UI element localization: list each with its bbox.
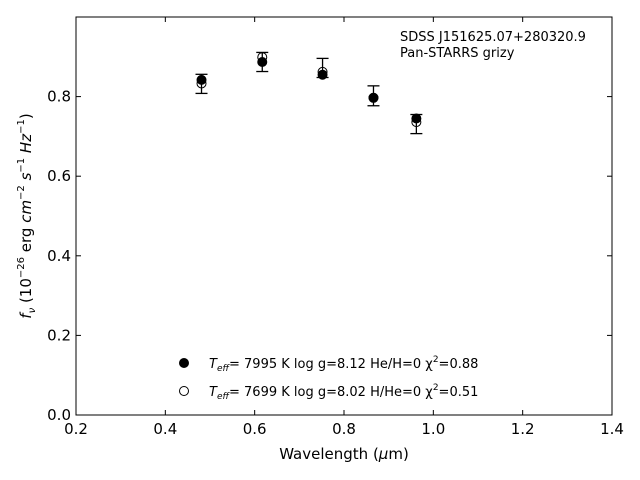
- data-point-filled: [411, 113, 422, 124]
- x-axis-ticks: 0.2 0.4 0.6 0.8 1.0 1.2 1.4: [64, 17, 624, 438]
- x-tick-label: 0.6: [243, 420, 267, 438]
- x-tick-label: 1.0: [421, 420, 445, 438]
- data-point-open: [368, 92, 379, 103]
- x-axis-label: Wavelength (μm): [279, 445, 409, 463]
- y-axis-ticks: 0.0 0.2 0.4 0.6 0.8: [47, 88, 612, 424]
- data-markers: [196, 52, 422, 128]
- annotation-line-1: SDSS J151625.07+280320.9: [400, 30, 586, 45]
- legend-entry-2: Teff= 7699 K log g=8.02 H/He=0 χ2=0.51: [209, 383, 478, 402]
- x-tick-label: 1.2: [511, 420, 535, 438]
- data-point-filled: [317, 69, 328, 80]
- legend-marker-filled: [179, 358, 189, 368]
- y-tick-label: 0.0: [47, 406, 71, 424]
- data-point-filled: [196, 74, 207, 85]
- x-tick-label: 0.2: [64, 420, 88, 438]
- error-bars: [195, 51, 423, 135]
- plot-frame: [75, 16, 613, 416]
- data-point-open: [257, 52, 268, 63]
- annotation-line-2: Pan-STARRS grizy: [400, 46, 515, 61]
- data-point-open: [317, 66, 328, 77]
- legend: Teff= 7995 K log g=8.12 He/H=0 χ2=0.88 T…: [179, 355, 478, 402]
- y-tick-label: 0.4: [47, 247, 71, 265]
- x-tick-label: 0.4: [153, 420, 177, 438]
- legend-entry-1: Teff= 7995 K log g=8.12 He/H=0 χ2=0.88: [209, 355, 478, 374]
- data-point-open: [196, 78, 207, 89]
- legend-marker-open: [179, 386, 189, 396]
- y-tick-label: 0.2: [47, 326, 71, 344]
- x-tick-label: 0.8: [332, 420, 356, 438]
- y-tick-label: 0.8: [47, 88, 71, 106]
- y-tick-label: 0.6: [47, 167, 71, 185]
- x-tick-label: 1.4: [600, 420, 624, 438]
- y-axis-label: fν (10−26 erg cm−2 s−1 Hz−1): [16, 113, 38, 318]
- data-point-open: [411, 117, 422, 128]
